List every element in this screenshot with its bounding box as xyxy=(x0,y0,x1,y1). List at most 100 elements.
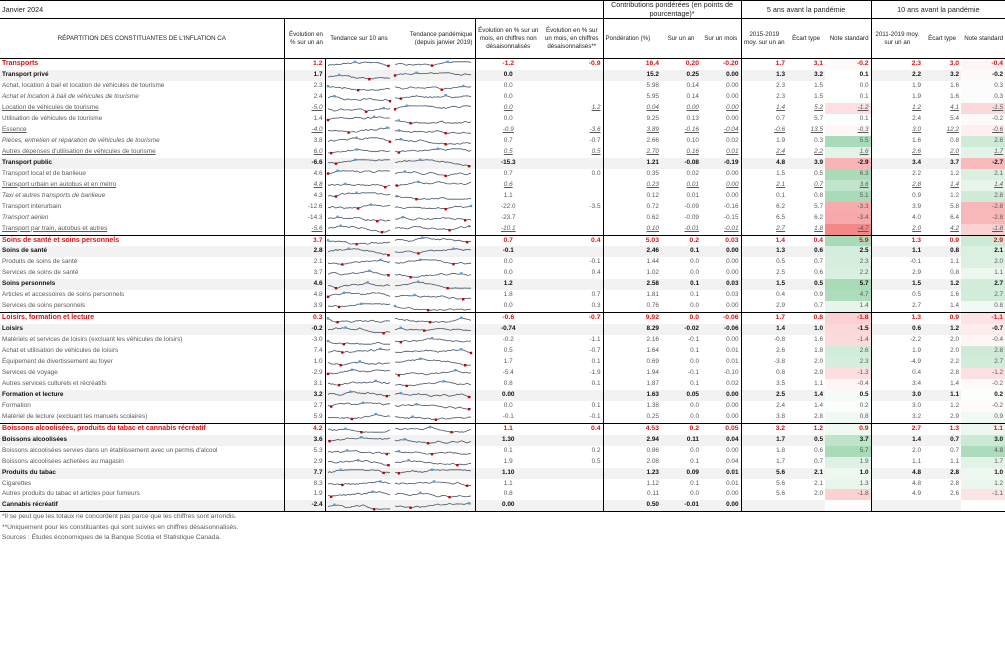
z5-value: -3.3 xyxy=(825,201,872,213)
sd10-value: 2.8 xyxy=(950,479,960,487)
inflation-components-report: Janvier 2024 Contributions pondérées (en… xyxy=(0,0,1005,544)
sd5-value: 0.3 xyxy=(814,136,824,144)
footnote-rounding: *Il se peut que les totaux ne concordent… xyxy=(2,513,237,521)
contrib-yoy-value: 0.25 xyxy=(661,70,701,82)
z10-value: 1.1 xyxy=(961,423,1005,435)
sd10-value: 1.2 xyxy=(950,169,960,177)
avg5-value: 1.9 xyxy=(740,135,788,147)
table-row: Produits de soins de santé 2.1 0.0 -0.1 1.44… xyxy=(0,257,1005,269)
weight-value: 1.02 xyxy=(602,268,661,280)
sparkline-pandemic xyxy=(393,389,476,401)
sd10-value: 1.4 xyxy=(923,301,962,314)
weight-value: 1.81 xyxy=(602,290,661,302)
sparkline-pandemic xyxy=(393,279,476,291)
sd10-value: 1.2 xyxy=(923,324,962,336)
contrib-mom-value: 0.00 xyxy=(726,104,739,112)
sparkline-10yr xyxy=(325,335,393,346)
mom-nsa-value: 0.0 xyxy=(503,93,513,101)
sparkline-pandemic xyxy=(393,179,476,191)
yoy-value: 1.4 xyxy=(284,114,326,125)
row-label: Produits du tabac xyxy=(0,467,285,479)
mom-sa-value xyxy=(541,479,603,490)
avg10-value: 2.2 xyxy=(870,70,924,82)
contrib-mom-value: 0.00 xyxy=(726,180,739,188)
z5-value: 0.1 xyxy=(825,114,872,125)
sparkline-10yr xyxy=(325,59,393,70)
subtotal-row: Soins personnels 4.6 1.2 2.58 0.1 0.03 1.5 0.5 5… xyxy=(0,279,1005,291)
contrib-yoy-value: -0.16 xyxy=(684,126,699,133)
weight-value: 0.76 xyxy=(602,301,661,314)
z5-value: 6.3 xyxy=(825,168,872,180)
sd10-value: 1.6 xyxy=(950,82,960,90)
contrib-yoy-value: 0.0 xyxy=(661,301,701,314)
sparkline-pandemic xyxy=(393,135,476,147)
col-header-trend10: Tendance sur 10 ans xyxy=(325,18,393,60)
z5-value: 0.9 xyxy=(825,423,872,435)
sparkline-10yr xyxy=(325,434,393,446)
z10-value: 2.8 xyxy=(961,190,1005,202)
contrib-yoy-value: -0.09 xyxy=(684,202,699,210)
yoy-value: 3.1 xyxy=(284,378,326,390)
avg10-value: 2.7 xyxy=(870,301,924,314)
z5-value: -0.2 xyxy=(825,58,872,71)
contrib-yoy-value: 0.0 xyxy=(690,358,699,366)
sd5-value: 2.0 xyxy=(814,490,824,498)
contrib-yoy-value: 0.01 xyxy=(686,180,699,188)
contrib-yoy-value: 0.2 xyxy=(689,424,699,432)
z5-value: 2.2 xyxy=(825,268,872,280)
z10-value: 1.7 xyxy=(961,146,1005,158)
yoy-value: 5.9 xyxy=(284,411,326,424)
weight-value: 0.25 xyxy=(602,411,661,424)
weight-value: 0.62 xyxy=(602,212,661,224)
sd5-value: 2.0 xyxy=(814,358,824,366)
sparkline-pandemic xyxy=(393,290,476,302)
z5-value: -1.8 xyxy=(825,312,872,325)
weight-value: 1.94 xyxy=(602,367,661,379)
avg5-value: 1.8 xyxy=(740,445,788,457)
weight-value: 16.4 xyxy=(602,58,661,71)
yoy-value: 6.0 xyxy=(284,146,326,158)
subtotal-row: Boissons alcoolisées 3.6 1.30 2.94 0.11 0.04 1… xyxy=(0,434,1005,446)
avg5-value: 2.5 xyxy=(740,268,788,280)
mom-nsa-value: -0.1 xyxy=(475,411,541,424)
mom-sa-value: -0.7 xyxy=(589,136,601,144)
avg5-value: -0.8 xyxy=(740,335,788,347)
avg5-value: 2.7 xyxy=(740,223,788,236)
weight-value: 0.12 xyxy=(602,190,661,202)
contrib-yoy-value: 0.1 xyxy=(690,379,699,387)
sparkline-pandemic xyxy=(393,58,476,71)
yoy-value: 2.8 xyxy=(284,246,326,258)
sd10-value: 1.1 xyxy=(923,389,962,401)
z5-value: 2.6 xyxy=(825,346,872,358)
table-row: Boissons alcoolisées servies dans un éta… xyxy=(0,445,1005,457)
contrib-mom-value: 0.00 xyxy=(726,93,739,101)
sd10-value: 1.3 xyxy=(949,424,960,432)
contrib-yoy-value: 0.14 xyxy=(686,93,699,101)
mom-sa-value: 0.4 xyxy=(591,424,601,432)
sparkline-10yr xyxy=(325,313,393,324)
z10-value: 0.8 xyxy=(961,301,1005,314)
contrib-mom-value: -0.06 xyxy=(701,324,742,336)
footnotes: *Il se peut que les totaux ne concordent… xyxy=(0,512,1005,544)
mom-sa-value: 0.1 xyxy=(591,401,601,409)
row-label: Transport local et de banlieue xyxy=(0,168,285,180)
mom-sa-value xyxy=(541,467,603,479)
z10-value: 2.1 xyxy=(961,168,1005,180)
sd5-value: 0.6 xyxy=(787,246,826,258)
sparkline-pandemic xyxy=(393,434,476,446)
sparkline-10yr xyxy=(325,136,393,147)
weight-value: 1.23 xyxy=(602,467,661,479)
sparkline-pandemic xyxy=(393,489,476,501)
sd5-value: 1.0 xyxy=(787,324,826,336)
sd5-value: 0.6 xyxy=(814,446,824,454)
sd10-value: 4.1 xyxy=(950,104,960,112)
contrib-mom-value: -0.06 xyxy=(723,314,739,322)
sparkline-10yr xyxy=(325,157,393,169)
mom-nsa-value: 1.10 xyxy=(475,467,541,479)
yoy-value: 4.8 xyxy=(284,290,326,302)
avg5-value: 2.6 xyxy=(740,346,788,358)
z10-value: 2.1 xyxy=(961,246,1005,258)
yoy-value: -2.4 xyxy=(284,500,326,513)
avg5-value: 2.1 xyxy=(740,179,788,191)
mom-sa-value xyxy=(541,489,603,500)
